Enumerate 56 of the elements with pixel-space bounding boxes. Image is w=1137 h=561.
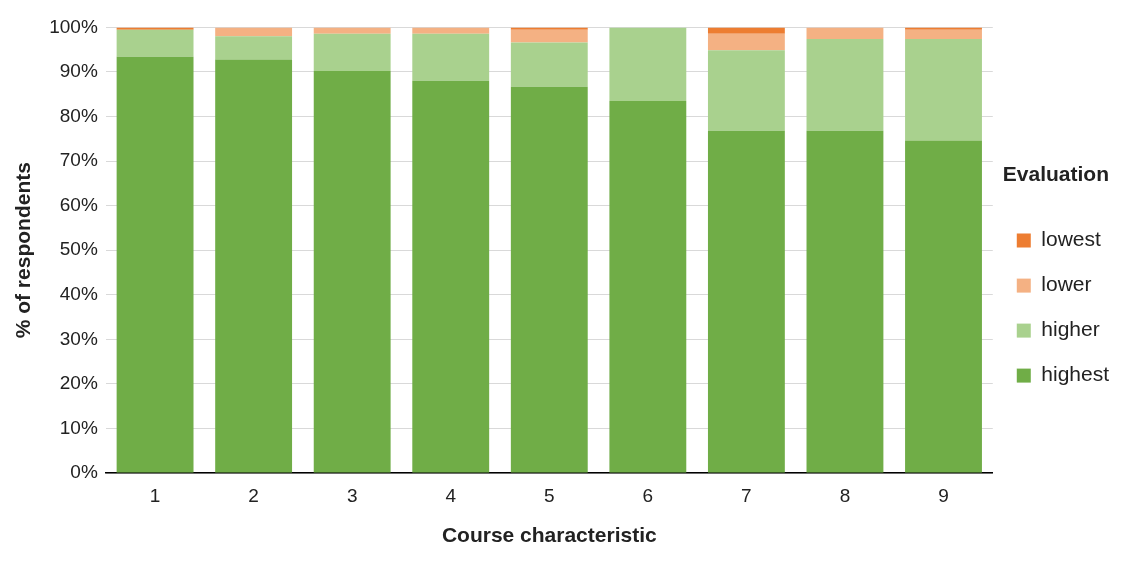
- bar: [313, 27, 391, 34]
- y-tick-label: 30%: [59, 327, 98, 349]
- legend-label: higher: [1041, 317, 1100, 341]
- legend-title: Evaluation: [1002, 162, 1109, 186]
- bar: [215, 27, 293, 37]
- bar: [412, 33, 490, 81]
- y-tick-label: 70%: [59, 149, 98, 171]
- bar: [313, 33, 391, 72]
- y-tick-label: 20%: [59, 372, 98, 394]
- x-tick-label: 4: [445, 484, 457, 506]
- x-tick-label: 1: [149, 484, 161, 506]
- bar: [215, 59, 293, 473]
- y-tick-label: 50%: [59, 238, 98, 260]
- x-tick-label: 8: [839, 484, 851, 506]
- bar: [905, 38, 982, 141]
- bar: [905, 29, 982, 39]
- y-tick-label: 40%: [59, 282, 98, 304]
- y-tick-label: 0%: [70, 461, 98, 483]
- bar: [116, 27, 194, 30]
- bar: [412, 80, 490, 473]
- legend-label: lower: [1041, 272, 1092, 296]
- bar: [412, 27, 490, 34]
- bar: [116, 56, 194, 473]
- bar: [510, 27, 588, 30]
- x-tick-label: 3: [346, 484, 358, 506]
- y-tick-label: 90%: [59, 60, 98, 82]
- bar: [905, 140, 982, 473]
- bar: [707, 27, 785, 34]
- bar: [707, 33, 785, 51]
- x-axis-title: Course characteristic: [441, 523, 657, 547]
- y-tick-label: 100%: [49, 15, 98, 37]
- y-axis-title: % of respondents: [11, 162, 35, 339]
- bar: [510, 86, 588, 473]
- bar: [707, 50, 785, 131]
- legend-label: lowest: [1041, 227, 1101, 251]
- x-tick-label: 5: [544, 484, 555, 506]
- y-tick-label: 10%: [59, 416, 98, 438]
- bar: [806, 130, 884, 473]
- legend-label: highest: [1041, 362, 1110, 386]
- x-tick-label: 6: [642, 484, 654, 506]
- bar: [806, 27, 884, 39]
- bar: [806, 38, 884, 131]
- x-tick-label: 9: [938, 484, 949, 506]
- bar: [313, 71, 391, 473]
- bar: [707, 130, 785, 473]
- bar: [116, 29, 194, 57]
- x-tick-label: 7: [741, 484, 752, 506]
- bar: [215, 36, 293, 60]
- bar: [510, 29, 588, 43]
- y-tick-label: 80%: [59, 104, 98, 126]
- y-tick-label: 60%: [59, 193, 98, 215]
- bar: [609, 27, 687, 101]
- bar: [905, 27, 982, 30]
- x-tick-label: 2: [248, 484, 259, 506]
- bar: [609, 100, 687, 473]
- bar: [510, 42, 588, 87]
